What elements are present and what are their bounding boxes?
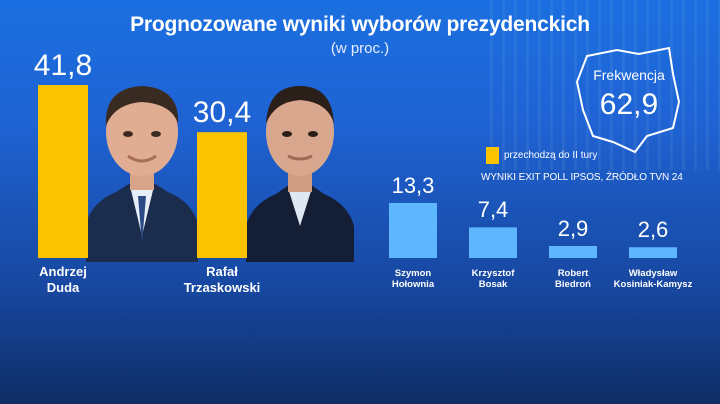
value-label-krzysztof-bosak: 7,4: [477, 197, 509, 223]
turnout-label: Frekwencja: [593, 67, 665, 83]
candidate-photo-trzaskowski: [246, 86, 354, 262]
bar-wladyslaw-kosiniak-kamysz: [629, 247, 677, 258]
legend-swatch: [486, 147, 499, 164]
category-label-line: Hołownia: [391, 279, 435, 291]
category-label-rafal-trzaskowski: Rafał Trzaskowski: [167, 264, 277, 295]
value-label-rafal-trzaskowski: 30,4: [192, 96, 252, 130]
turnout-panel: Frekwencja 62,9: [573, 44, 685, 156]
category-label-krzysztof-bosak: Krzysztof Bosak: [445, 268, 541, 291]
category-label-line: Andrzej: [39, 264, 87, 279]
value-label-wladyslaw-kosiniak-kamysz: 2,6: [637, 217, 669, 243]
poland-map-outline: [575, 46, 681, 154]
category-label-line: Duda: [46, 279, 80, 295]
category-label-line: Rafał: [206, 264, 238, 279]
candidate-photo-duda: [86, 86, 198, 262]
legend: przechodzą do II tury: [486, 147, 597, 164]
category-label-line: Kosiniak-Kamysz: [613, 279, 693, 291]
chart-title: Prognozowane wyniki wyborów prezydenckic…: [130, 13, 590, 36]
category-label-szymon-holownia: Szymon Hołownia: [365, 268, 461, 291]
bar-rafal-trzaskowski: [197, 132, 247, 258]
bar-szymon-holownia: [389, 202, 437, 258]
category-label-line: Biedroń: [555, 279, 591, 291]
bar-robert-biedron: [549, 245, 597, 258]
category-label-line: Bosak: [478, 279, 508, 291]
source-note: WYNIKI EXIT POLL IPSOS, ŹRÓDŁO TVN 24: [481, 172, 683, 183]
category-label-line: Szymon: [394, 268, 432, 279]
value-label-andrzej-duda: 41,8: [33, 49, 93, 82]
turnout-value: 62,9: [599, 88, 659, 121]
category-label-line: Trzaskowski: [183, 279, 261, 295]
category-label-wladyslaw-kosiniak-kamysz: Władysław Kosiniak-Kamysz: [605, 268, 701, 291]
value-label-robert-biedron: 2,9: [557, 215, 589, 241]
category-label-robert-biedron: Robert Biedroń: [525, 268, 621, 291]
bar-andrzej-duda: [38, 85, 88, 258]
value-label-szymon-holownia: 13,3: [391, 172, 435, 198]
legend-label: przechodzą do II tury: [504, 150, 598, 161]
category-label-line: Robert: [557, 268, 589, 279]
category-label-andrzej-duda: Andrzej Duda: [8, 264, 118, 295]
bar-krzysztof-bosak: [469, 227, 517, 258]
category-label-line: Władysław: [628, 268, 678, 279]
chart-subtitle: (w proc.): [330, 40, 390, 57]
category-label-line: Krzysztof: [471, 268, 515, 279]
